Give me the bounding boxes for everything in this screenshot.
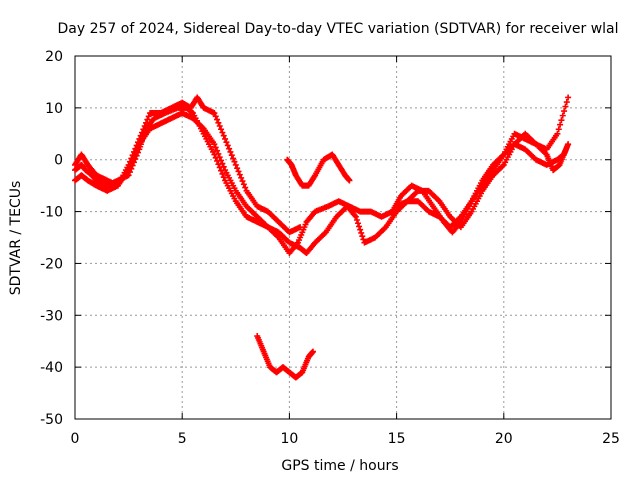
data-point	[359, 233, 366, 240]
series-track-3	[72, 94, 304, 236]
data-point	[214, 147, 221, 154]
y-tick-label: -50	[40, 412, 63, 428]
data-point	[211, 141, 218, 148]
y-tick-label: -30	[40, 308, 63, 324]
data-point	[137, 132, 144, 139]
data-point	[353, 216, 360, 223]
data-point	[212, 144, 219, 151]
data-point	[562, 103, 569, 110]
x-axis: 0 5 10 15 20 25	[71, 56, 620, 447]
y-axis: -50 -40 -30 -20 -10 0 10 20	[40, 49, 611, 428]
y-tick-label: 20	[45, 49, 63, 65]
data-point	[133, 142, 140, 149]
x-tick-label: 20	[495, 431, 513, 447]
x-tick-label: 10	[280, 431, 298, 447]
data-point	[352, 213, 359, 220]
data-point	[143, 119, 150, 126]
data-point	[227, 148, 234, 155]
data-point	[126, 158, 133, 165]
data-point	[226, 145, 233, 152]
data-point	[212, 113, 219, 120]
data-point	[132, 145, 139, 152]
y-tick-label: 0	[54, 153, 63, 169]
chart-title: Day 257 of 2024, Sidereal Day-to-day VTE…	[57, 21, 618, 37]
data-point	[297, 224, 304, 231]
data-point	[145, 113, 152, 120]
x-tick-label: 5	[178, 431, 187, 447]
data-point	[128, 155, 135, 162]
data-point	[139, 129, 145, 136]
data-point	[230, 155, 237, 162]
data-point	[216, 154, 223, 161]
data-point	[219, 160, 226, 167]
data-point	[563, 99, 570, 106]
data-point	[215, 119, 222, 126]
data-point	[220, 163, 227, 170]
data-point	[219, 170, 226, 177]
data-point	[565, 141, 572, 148]
data-point	[134, 139, 141, 146]
series-track-6	[393, 130, 569, 231]
data-point	[358, 229, 365, 236]
data-point	[234, 165, 241, 172]
data-point	[224, 142, 231, 149]
data-point	[239, 178, 246, 185]
x-tick-label: 15	[388, 431, 406, 447]
data-point	[557, 121, 564, 128]
data-point	[216, 123, 223, 130]
y-tick-label: -40	[40, 360, 63, 376]
plot-frame	[74, 55, 612, 420]
data-point	[218, 157, 225, 164]
data-point	[238, 174, 245, 181]
data-point	[562, 146, 569, 153]
data-point	[565, 94, 572, 101]
data-point	[220, 174, 227, 181]
data-point	[130, 148, 137, 155]
data-point	[211, 110, 218, 117]
data-point	[346, 177, 353, 184]
data-point	[561, 108, 568, 115]
data-point	[144, 116, 151, 123]
data-point	[219, 129, 226, 136]
data-points	[72, 94, 572, 381]
x-tick-label: 0	[71, 431, 80, 447]
data-point	[355, 220, 362, 227]
data-point	[236, 171, 243, 178]
data-point	[214, 116, 221, 123]
data-point	[136, 135, 143, 142]
data-point	[215, 150, 222, 157]
series-track-5	[254, 333, 316, 381]
data-point	[554, 130, 561, 137]
y-tick-label: -20	[40, 256, 63, 272]
x-axis-title: GPS time / hours	[281, 458, 398, 474]
series-track-4	[284, 151, 353, 189]
y-tick-label: -10	[40, 205, 63, 221]
data-point	[235, 168, 242, 175]
data-point	[140, 126, 147, 133]
data-point	[356, 223, 363, 230]
x-tick-label: 25	[602, 431, 620, 447]
grid	[75, 56, 611, 419]
data-point	[357, 226, 364, 233]
data-point	[309, 348, 316, 355]
data-point	[559, 112, 566, 119]
data-point	[220, 132, 227, 139]
data-point	[231, 158, 238, 165]
data-point	[223, 139, 230, 146]
data-point	[240, 181, 247, 188]
data-point	[222, 135, 229, 142]
data-point	[558, 117, 565, 124]
data-point	[232, 161, 239, 168]
data-point	[242, 184, 249, 191]
data-point	[125, 161, 132, 168]
data-point	[555, 126, 562, 133]
y-axis-title: SDTVAR / TECUs	[8, 181, 24, 296]
data-point	[228, 152, 235, 159]
data-point	[129, 152, 136, 159]
data-point	[218, 126, 225, 133]
y-tick-label: 10	[45, 101, 63, 117]
data-point	[141, 123, 148, 130]
